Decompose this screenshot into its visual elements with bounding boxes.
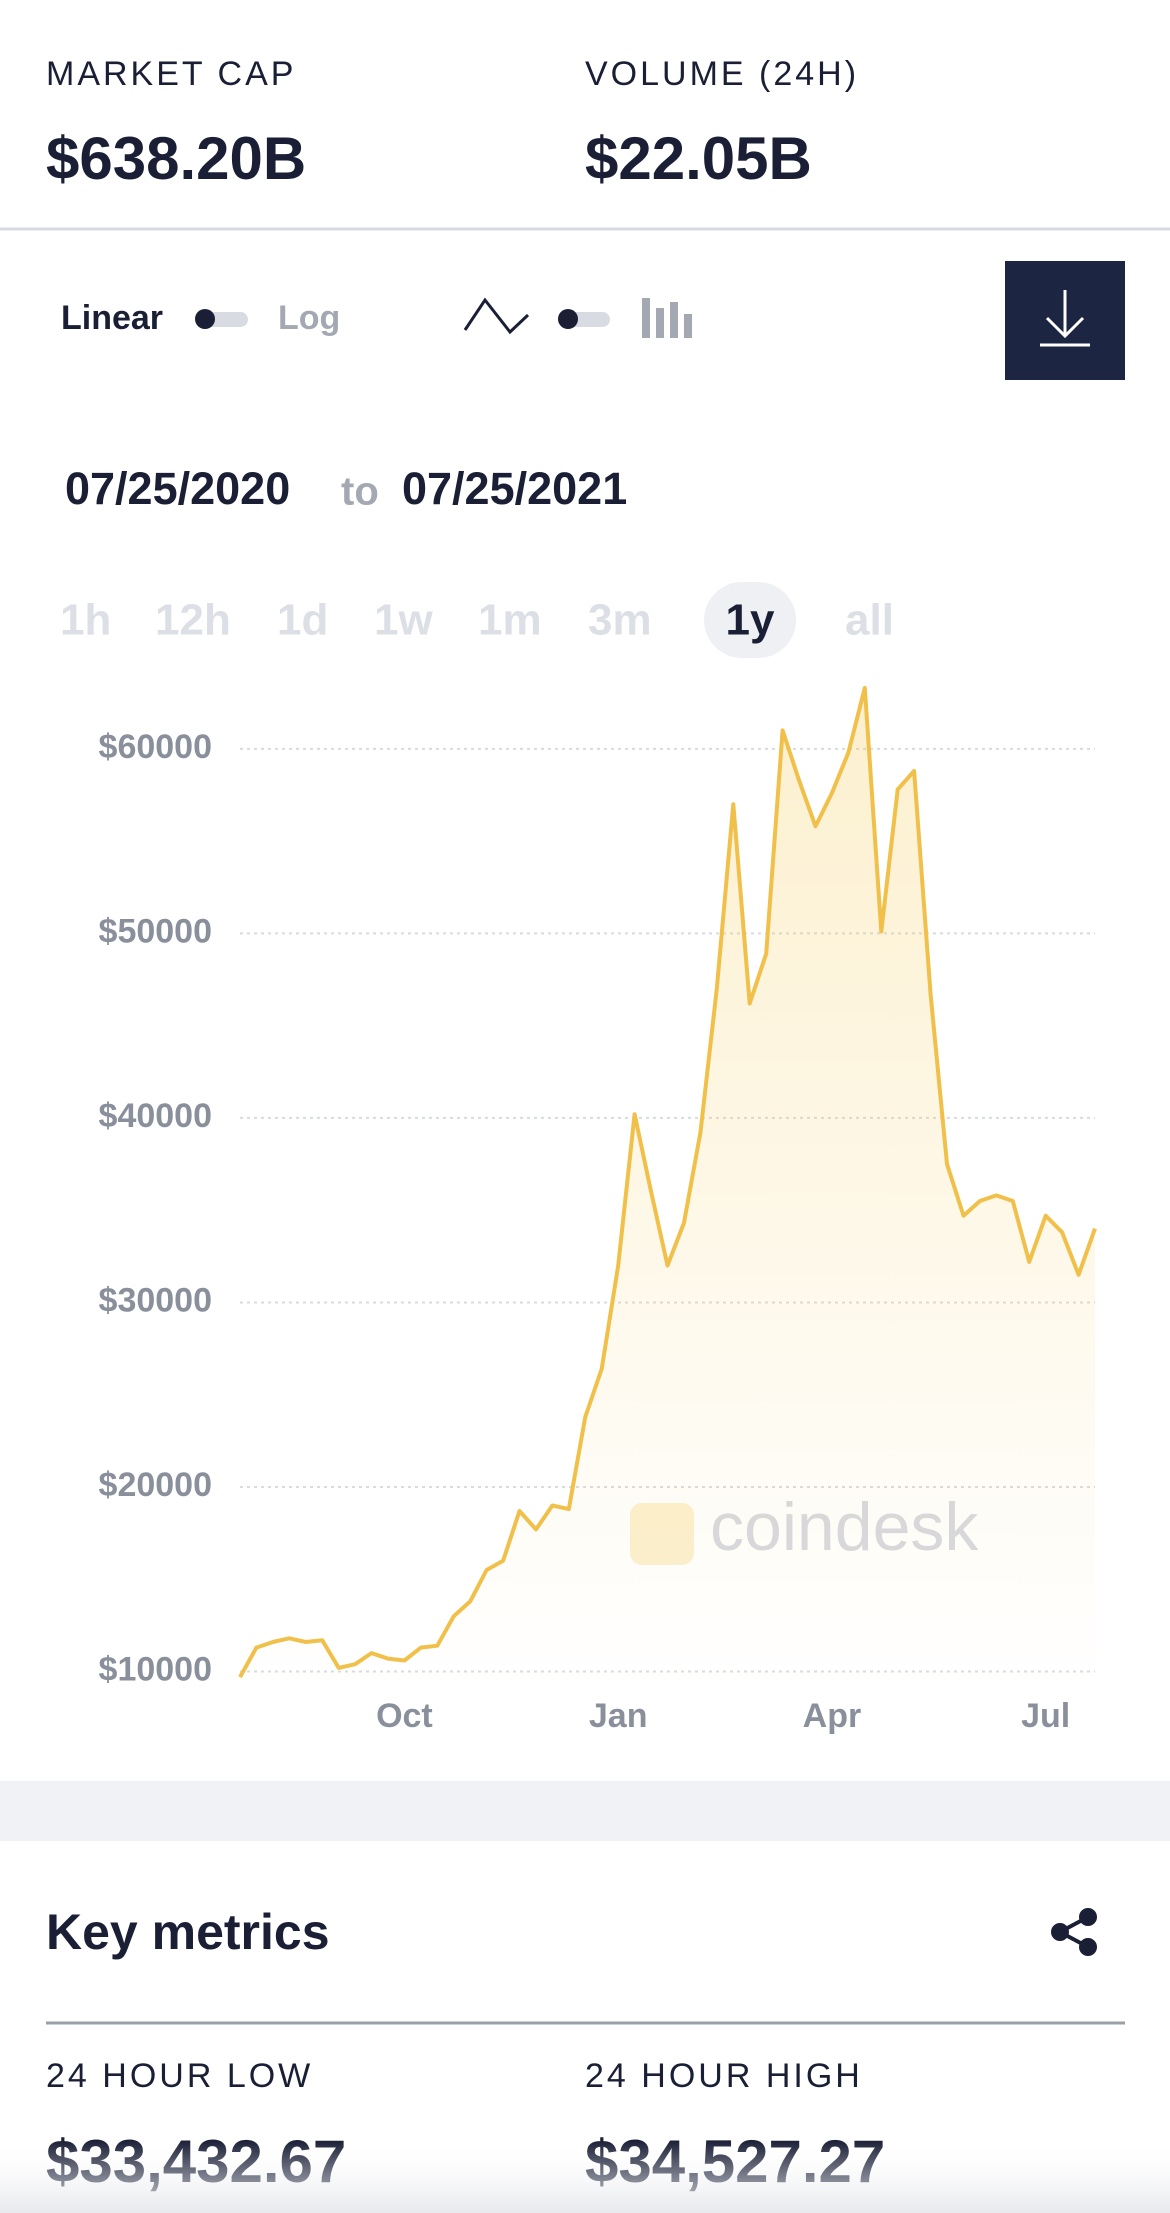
chart: coindesk$10000$20000$30000$40000$50000$6… xyxy=(99,685,1097,1735)
y-tick-label: $10000 xyxy=(99,1651,212,1689)
y-tick-label: $20000 xyxy=(99,1466,212,1504)
timeframe-option[interactable]: 1w xyxy=(374,596,433,645)
price-line xyxy=(238,685,1097,1679)
timeframe-bar: 1h 12h 1d 1w 1m 3m 1y all xyxy=(60,582,894,658)
timeframe-option[interactable]: 12h xyxy=(155,596,231,645)
share-icon[interactable] xyxy=(1051,1908,1097,1956)
date-end[interactable]: 07/25/2021 xyxy=(402,463,627,514)
y-tick-label: $30000 xyxy=(99,1281,212,1319)
bar-icon[interactable] xyxy=(642,298,692,338)
date-separator: to xyxy=(341,470,379,514)
toggle-knob[interactable] xyxy=(195,309,215,329)
metric-value: $22.05B xyxy=(585,125,812,192)
x-tick-label: Jan xyxy=(589,1697,648,1735)
section-gap xyxy=(0,1781,1170,1841)
metric-label: 24 HOUR LOW xyxy=(46,2057,313,2095)
y-tick-label: $40000 xyxy=(99,1097,212,1135)
x-tick-label: Apr xyxy=(803,1697,862,1735)
x-tick-label: Oct xyxy=(376,1697,433,1735)
timeframe-pill[interactable] xyxy=(704,582,796,658)
area xyxy=(240,687,1095,1690)
download-icon[interactable] xyxy=(1040,290,1090,347)
line-icon[interactable] xyxy=(463,297,530,335)
timeframe-option[interactable]: 1d xyxy=(277,596,328,645)
scale-option[interactable]: Linear xyxy=(61,299,163,337)
toggle-knob[interactable] xyxy=(558,309,578,329)
y-tick-label: $50000 xyxy=(99,912,212,950)
y-tick-label: $60000 xyxy=(99,728,212,766)
timeframe-option[interactable]: 3m xyxy=(588,596,652,645)
metric-label: 24 HOUR HIGH xyxy=(585,2057,863,2095)
timeframe-option[interactable]: 1m xyxy=(478,596,542,645)
metric-label: VOLUME (24H) xyxy=(585,55,859,93)
bottom-fade xyxy=(0,2140,1170,2213)
metric-value: $638.20B xyxy=(46,125,306,192)
timeframe-option[interactable]: all xyxy=(845,596,894,645)
section-title: Key metrics xyxy=(46,1904,330,1960)
metric-label: MARKET CAP xyxy=(46,55,296,93)
timeframe-option[interactable]: 1y xyxy=(726,596,775,645)
timeframe-option[interactable]: 1h xyxy=(60,596,111,645)
scale-option[interactable]: Log xyxy=(278,299,340,337)
x-tick-label: Jul xyxy=(1021,1697,1070,1735)
date-start[interactable]: 07/25/2020 xyxy=(65,463,290,514)
